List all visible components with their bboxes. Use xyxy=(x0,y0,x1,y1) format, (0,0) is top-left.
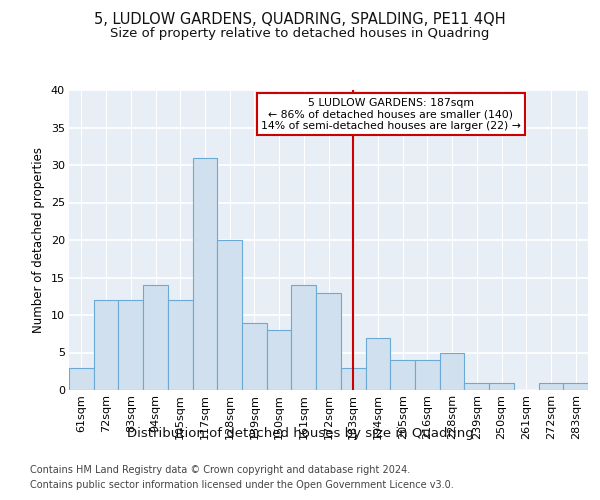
Bar xyxy=(292,285,316,390)
Bar xyxy=(193,158,217,390)
Text: 5 LUDLOW GARDENS: 187sqm
← 86% of detached houses are smaller (140)
14% of semi-: 5 LUDLOW GARDENS: 187sqm ← 86% of detach… xyxy=(261,98,521,130)
Bar xyxy=(143,285,168,390)
Bar xyxy=(242,322,267,390)
Bar xyxy=(539,382,563,390)
Bar xyxy=(464,382,489,390)
Bar xyxy=(489,382,514,390)
Bar xyxy=(217,240,242,390)
Bar xyxy=(440,352,464,390)
Text: Contains HM Land Registry data © Crown copyright and database right 2024.: Contains HM Land Registry data © Crown c… xyxy=(30,465,410,475)
Bar xyxy=(118,300,143,390)
Bar xyxy=(69,368,94,390)
Bar xyxy=(390,360,415,390)
Bar xyxy=(168,300,193,390)
Text: Contains public sector information licensed under the Open Government Licence v3: Contains public sector information licen… xyxy=(30,480,454,490)
Text: Distribution of detached houses by size in Quadring: Distribution of detached houses by size … xyxy=(127,428,473,440)
Bar xyxy=(267,330,292,390)
Y-axis label: Number of detached properties: Number of detached properties xyxy=(32,147,45,333)
Bar xyxy=(365,338,390,390)
Bar xyxy=(94,300,118,390)
Text: 5, LUDLOW GARDENS, QUADRING, SPALDING, PE11 4QH: 5, LUDLOW GARDENS, QUADRING, SPALDING, P… xyxy=(94,12,506,28)
Bar xyxy=(415,360,440,390)
Text: Size of property relative to detached houses in Quadring: Size of property relative to detached ho… xyxy=(110,28,490,40)
Bar xyxy=(341,368,365,390)
Bar xyxy=(563,382,588,390)
Bar xyxy=(316,292,341,390)
